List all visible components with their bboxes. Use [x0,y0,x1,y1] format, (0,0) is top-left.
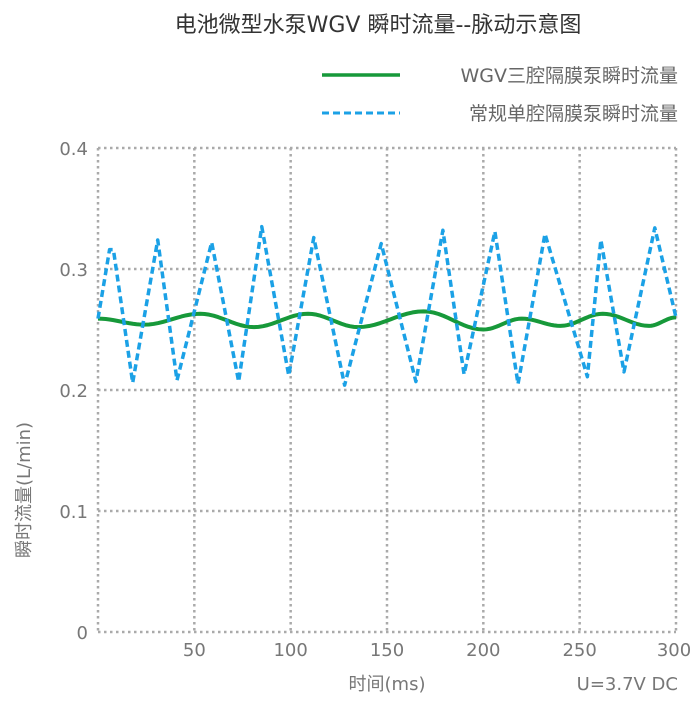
x-tick-label: 300 [657,640,691,661]
y-tick-label: 0.1 [59,502,88,523]
series-lines [96,224,678,387]
series-line-1 [97,309,677,332]
y-tick-label: 0.2 [59,381,88,402]
y-tick-label: 0 [77,623,88,644]
grid [96,146,678,634]
y-tick-label: 0.4 [59,139,88,160]
y-axis-ticks: 0 0.1 0.2 0.3 0.4 [59,139,88,644]
x-tick-label: 200 [466,640,500,661]
series-line-2 [96,224,678,387]
voltage-annotation: U=3.7V DC [577,674,678,695]
x-tick-label: 100 [273,640,307,661]
chart-title: 电池微型水泵WGV 瞬时流量--脉动示意图 [175,13,582,38]
legend-label: WGV三腔隔膜泵瞬时流量 [460,65,678,87]
legend-label: 常规单腔隔膜泵瞬时流量 [469,103,678,125]
x-axis-label: 时间(ms) [349,674,426,695]
x-tick-label: 250 [562,640,596,661]
y-tick-label: 0.3 [59,260,88,281]
x-axis-ticks: 50 100 150 200 250 300 [183,640,691,661]
x-tick-label: 50 [183,640,206,661]
x-tick-label: 150 [370,640,404,661]
y-axis-label: 瞬时流量(L/min) [14,422,35,558]
